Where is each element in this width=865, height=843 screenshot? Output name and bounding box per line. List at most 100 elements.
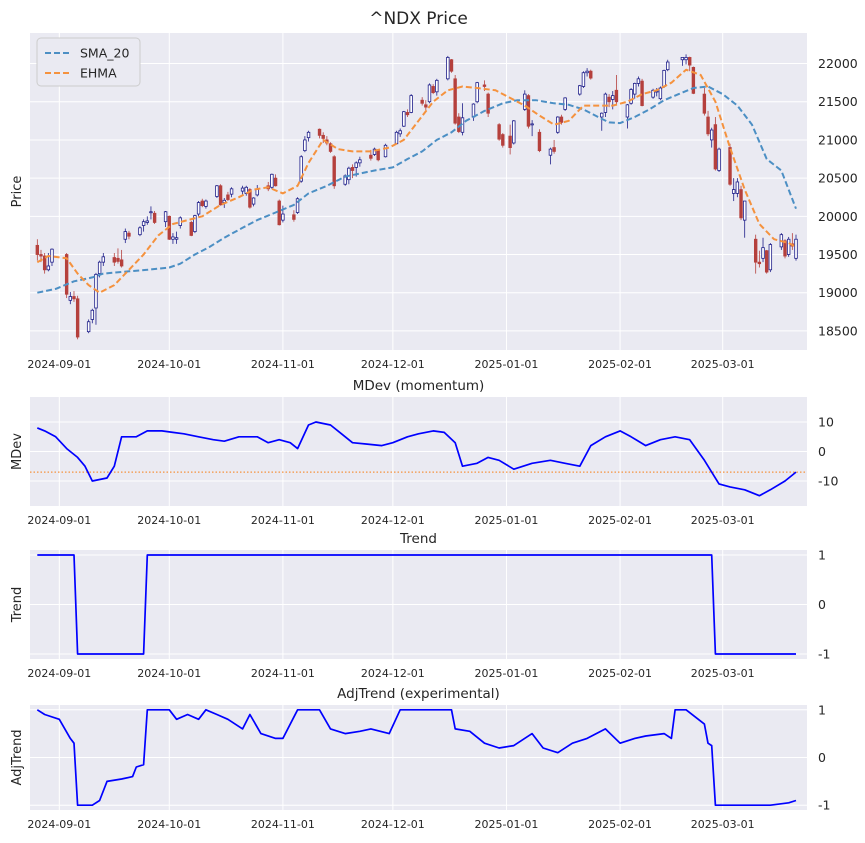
legend-label: EHMA [80,66,117,81]
candle-up [394,131,399,145]
x-tick-label: 2024-10-01 [137,514,201,527]
candle-up [141,221,146,226]
candle-down [691,66,696,94]
candle-down [713,124,718,170]
y-tick-label: 19500 [818,247,858,262]
candle-up [636,78,641,84]
trend-panel: 2024-09-01 2024-10-01 2024-11-01 2024-12-01… [10,531,830,680]
candle-down [226,194,230,200]
candle-down [589,70,593,79]
candle-up [603,93,608,113]
y-tick-label: 20000 [818,209,858,224]
x-tick-label: 2025-02-01 [588,818,652,831]
candle-up [174,237,179,240]
candle-down [376,150,380,161]
candle-up [86,321,91,333]
candle-up [215,185,219,197]
x-tick-label: 2025-01-01 [474,514,538,527]
x-tick-label: 2025-01-01 [474,818,538,831]
candle-up [358,159,362,164]
candle-up [742,200,747,221]
candle-up [585,70,589,74]
x-tick-label: 2024-09-01 [27,818,91,831]
y-tick-label: 1 [818,547,826,562]
candle-down [321,134,325,139]
candle-down [728,147,732,185]
candle-up [548,148,553,156]
candle-down [39,254,43,257]
y-axis-label: MDev [10,433,25,470]
series-line [37,554,796,655]
candle-down [537,131,542,152]
adjtrend-panel: 2024-09-01 2024-10-01 2024-11-01 2024-12-01… [10,686,830,831]
candle-up [295,198,300,213]
x-tick-label: 2024-10-01 [137,818,201,831]
candle-up [446,57,450,80]
candle-down [420,99,424,104]
candle-up [193,215,197,233]
candle-up [138,227,142,236]
candle-up [523,93,527,110]
candle-up [171,236,175,240]
candle-up [578,85,582,95]
candle-down [218,185,223,206]
candle-down [757,261,762,265]
candle-up [710,129,714,141]
y-tick-label: -1 [818,647,830,662]
candle-down [486,93,490,114]
x-tick-label: 2024-09-01 [27,667,91,680]
candle-up [123,231,127,240]
candle-up [662,70,666,87]
candle-up [255,189,259,196]
candle-up [735,181,740,194]
candle-down [152,212,157,223]
legend-label: SMA_20 [80,46,129,61]
mdev-panel: 2024-09-01 2024-10-01 2024-11-01 2024-12-01… [10,378,838,527]
x-tick-label: 2024-10-01 [137,358,201,371]
x-tick-label: 2024-11-01 [251,358,315,371]
candle-down [688,57,692,66]
candle-up [163,211,168,223]
y-tick-label: 1 [818,702,826,717]
candle-up [281,213,285,221]
candle-down [72,296,76,300]
y-tick-label: 18500 [818,323,858,338]
candle-down [405,112,410,116]
y-tick-label: 19000 [818,285,858,300]
candle-down [64,254,69,295]
candle-up [90,309,95,320]
candle-up [101,256,106,263]
candle-down [706,116,710,135]
x-tick-label: 2024-12-01 [361,818,425,831]
candle-up [306,131,311,139]
candle-up [794,238,798,259]
candle-up [372,148,377,155]
candle-up [97,261,102,275]
candle-down [431,86,435,93]
candle-up [651,89,655,98]
candle-up [786,238,791,255]
candle-down [424,104,428,108]
series-line [36,421,797,497]
x-tick-label: 2025-03-01 [691,667,755,680]
candle-down [497,124,501,140]
x-tick-label: 2025-02-01 [588,667,652,680]
plot-area [30,33,807,350]
candle-down [112,257,116,263]
x-tick-label: 2024-09-01 [27,358,91,371]
x-tick-label: 2025-02-01 [588,358,652,371]
candle-down [292,214,296,220]
x-tick-label: 2024-12-01 [361,358,425,371]
candle-down [317,128,322,136]
candle-up [658,87,663,100]
candle-up [680,57,685,61]
y-tick-label: -1 [818,798,830,813]
panel-title: Trend [399,531,437,547]
candle-down [559,116,564,123]
candle-up [46,265,51,271]
candle-up [354,162,358,168]
x-tick-label: 2024-11-01 [251,818,315,831]
candle-up [761,247,765,259]
y-tick-label: 22000 [818,56,858,71]
candle-down [277,200,281,226]
